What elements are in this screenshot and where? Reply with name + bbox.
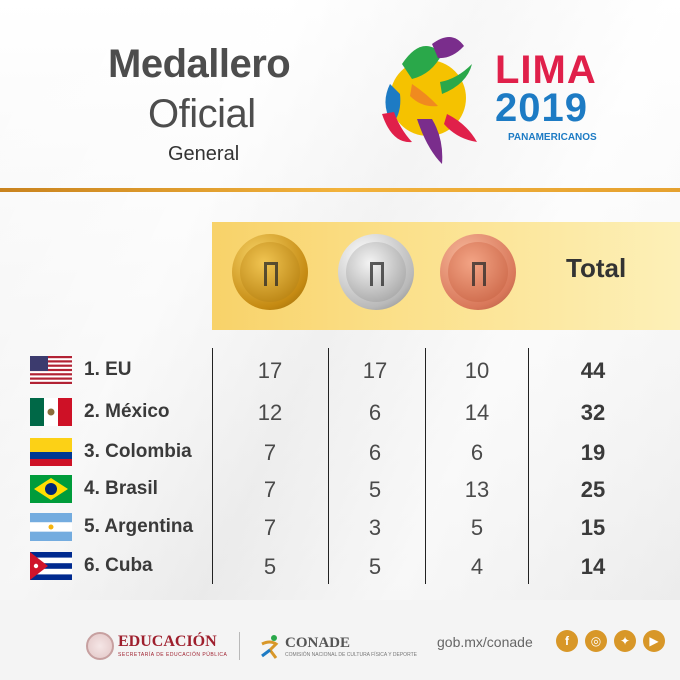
country-name: 3. Colombia: [84, 441, 192, 462]
total-count: 32: [580, 400, 606, 425]
silver-medal-icon: [338, 234, 414, 310]
total-count: 15: [580, 515, 606, 540]
country-name: 6. Cuba: [84, 555, 153, 576]
country-name: 1. EU: [84, 359, 132, 380]
gold-count: 7: [263, 440, 277, 465]
mexico-flag-icon: [30, 398, 72, 426]
bronze-count: 13: [464, 477, 490, 502]
column-divider: [328, 348, 329, 584]
column-divider: [528, 348, 529, 584]
page-title: Medallero: [108, 42, 291, 86]
conade-logo-text: CONADE: [285, 635, 351, 651]
logo-year-text: 2019: [495, 86, 588, 130]
total-count: 14: [580, 554, 606, 579]
page-title-line2: Oficial: [148, 92, 256, 136]
bronze-count: 5: [470, 515, 484, 540]
gold-count: 7: [263, 515, 277, 540]
lima-2019-logo-icon: [382, 36, 477, 164]
total-count: 25: [580, 477, 606, 502]
silver-count: 17: [362, 358, 388, 383]
gold-count: 7: [263, 477, 277, 502]
brazil-flag-icon: [30, 475, 72, 503]
colombia-flag-icon: [30, 438, 72, 466]
silver-count: 3: [368, 515, 382, 540]
table-row: 4. Brasil 7 5 13 25: [0, 469, 680, 507]
gold-count: 5: [263, 554, 277, 579]
bronze-count: 4: [470, 554, 484, 579]
mexico-seal-icon: [86, 632, 114, 660]
educacion-logo-subtext: SECRETARÍA DE EDUCACIÓN PÚBLICA: [118, 652, 228, 658]
usa-flag-icon: [30, 356, 72, 384]
silver-count: 5: [368, 477, 382, 502]
header: Medallero Oficial General LIMA 2019 PANA…: [0, 0, 680, 190]
header-divider: [0, 188, 680, 192]
country-name: 5. Argentina: [84, 516, 194, 537]
column-divider: [425, 348, 426, 584]
bronze-count: 6: [470, 440, 484, 465]
table-row: 6. Cuba 5 5 4 14: [0, 546, 680, 584]
column-divider: [212, 348, 213, 584]
logo-sub-text: PANAMERICANOS: [508, 132, 597, 143]
total-column-header: Total: [566, 253, 627, 283]
logo-lima-text: LIMA: [495, 48, 597, 92]
silver-count: 5: [368, 554, 382, 579]
table-row: 5. Argentina 7 3 5 15: [0, 507, 680, 545]
conade-runner-icon: [261, 635, 279, 659]
silver-count: 6: [368, 400, 382, 425]
conade-logo-subtext: COMISIÓN NACIONAL DE CULTURA FÍSICA Y DE…: [285, 652, 417, 658]
country-name: 2. México: [84, 401, 170, 422]
table-row: 2. México 12 6 14 32: [0, 392, 680, 430]
total-count: 19: [580, 440, 606, 465]
gold-medal-icon: [232, 234, 308, 310]
bronze-count: 10: [464, 358, 490, 383]
educacion-logo-text: EDUCACIÓN: [118, 633, 217, 650]
page-subtitle: General: [168, 143, 240, 165]
bronze-medal-icon: [440, 234, 516, 310]
silver-count: 6: [368, 440, 382, 465]
table-row: 3. Colombia 7 6 6 19: [0, 432, 680, 470]
footer-divider: [239, 632, 240, 660]
youtube-icon[interactable]: ▶: [643, 630, 665, 652]
total-count: 44: [580, 358, 606, 383]
twitter-icon[interactable]: ✦: [614, 630, 636, 652]
bronze-count: 14: [464, 400, 490, 425]
gold-count: 12: [257, 400, 283, 425]
country-name: 4. Brasil: [84, 478, 158, 499]
facebook-icon[interactable]: f: [556, 630, 578, 652]
website-link[interactable]: gob.mx/conade: [437, 634, 533, 650]
gold-count: 17: [257, 358, 283, 383]
argentina-flag-icon: [30, 513, 72, 541]
instagram-icon[interactable]: ◎: [585, 630, 607, 652]
cuba-flag-icon: [30, 552, 72, 580]
table-row: 1. EU 17 17 10 44: [0, 350, 680, 388]
